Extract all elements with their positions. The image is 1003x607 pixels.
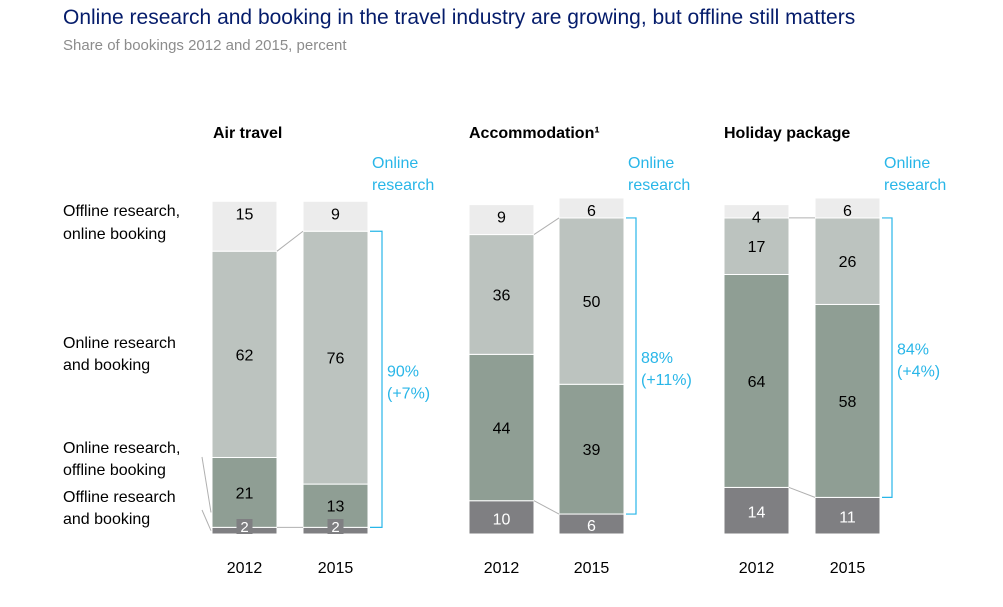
connector-line xyxy=(533,500,560,515)
online-research-bracket xyxy=(882,217,893,499)
bar-segment-offline-research-online-booking xyxy=(302,200,369,232)
category-label: Offline research, xyxy=(63,203,180,220)
data-label: 44 xyxy=(493,421,511,438)
category-label: Online research, xyxy=(63,440,180,457)
data-label: 14 xyxy=(748,505,766,522)
bar-segment-offline-research-online-booking xyxy=(723,204,790,219)
category-label: Offline research xyxy=(63,489,176,506)
bracket-header: Online xyxy=(884,155,930,172)
data-label: 13 xyxy=(327,499,345,516)
category-label: and booking xyxy=(63,357,150,374)
bracket-value: 88% xyxy=(641,350,673,367)
bar-segment-online-research-offline-booking xyxy=(723,273,790,488)
bracket-value-change: (+7%) xyxy=(387,385,430,402)
bar-segment-online-research-offline-booking xyxy=(468,353,535,502)
bar-segment-online-research-and-booking xyxy=(723,217,790,275)
data-label: 6 xyxy=(587,203,596,220)
data-label: 6 xyxy=(843,203,852,220)
data-label: 26 xyxy=(839,254,857,271)
bracket-value: 84% xyxy=(897,342,929,359)
panel-title: Accommodation¹ xyxy=(469,125,600,142)
chart-subtitle: Share of bookings 2012 and 2015, percent xyxy=(63,37,347,54)
connector-line xyxy=(276,230,304,252)
bar-segment-online-research-and-booking xyxy=(558,217,625,385)
bar-segment-online-research-and-booking xyxy=(211,250,278,458)
connector-line xyxy=(788,486,816,498)
bar-segment-online-research-offline-booking xyxy=(211,456,278,528)
data-label: 36 xyxy=(493,287,511,304)
year-label: 2012 xyxy=(484,560,520,577)
data-label-box xyxy=(327,519,344,534)
category-label: and booking xyxy=(63,511,150,528)
year-label: 2015 xyxy=(830,560,866,577)
bar-segment-online-research-offline-booking xyxy=(814,303,881,498)
bracket-value-change: (+11%) xyxy=(641,372,692,389)
data-label: 62 xyxy=(236,347,254,364)
data-label: 2 xyxy=(331,519,339,536)
bar-segment-online-research-offline-booking xyxy=(558,383,625,515)
bar-segment-online-research-and-booking xyxy=(302,230,369,485)
bracket-header: research xyxy=(884,177,946,194)
bracket-header: Online xyxy=(372,155,418,172)
category-leader-line xyxy=(201,509,212,531)
data-label: 50 xyxy=(583,294,601,311)
data-label: 39 xyxy=(583,442,601,459)
online-research-bracket xyxy=(626,217,637,515)
data-label: 64 xyxy=(748,374,766,391)
bar-segment-offline-research-and-booking xyxy=(723,486,790,535)
data-label: 15 xyxy=(236,206,254,223)
category-label: online booking xyxy=(63,226,166,243)
data-label: 58 xyxy=(839,394,857,411)
year-label: 2015 xyxy=(574,560,610,577)
bar-segment-offline-research-online-booking xyxy=(814,197,881,219)
category-leader-line xyxy=(201,456,212,513)
category-label: Online research xyxy=(63,335,176,352)
online-research-bracket xyxy=(370,230,383,528)
year-label: 2015 xyxy=(318,560,354,577)
bar-segment-online-research-and-booking xyxy=(814,217,881,305)
data-label: 10 xyxy=(493,511,511,528)
bar-segment-online-research-and-booking xyxy=(468,234,535,355)
connector-line xyxy=(533,217,560,235)
data-label: 11 xyxy=(839,510,856,527)
data-label: 2 xyxy=(240,519,248,536)
data-label-box xyxy=(236,519,253,534)
bar-segment-offline-research-online-booking xyxy=(468,204,535,236)
bracket-header: research xyxy=(628,177,690,194)
data-label: 76 xyxy=(327,351,345,368)
year-label: 2012 xyxy=(739,560,775,577)
bracket-header: Online xyxy=(628,155,674,172)
data-label: 21 xyxy=(236,485,254,502)
bar-segment-offline-research-online-booking xyxy=(558,197,625,219)
panel-title: Holiday package xyxy=(724,125,850,142)
data-label: 6 xyxy=(587,518,596,535)
chart-title: Online research and booking in the trave… xyxy=(63,6,856,29)
data-label: 9 xyxy=(331,206,340,223)
bracket-value: 90% xyxy=(387,363,419,380)
year-label: 2012 xyxy=(227,560,263,577)
category-label: offline booking xyxy=(63,462,166,479)
data-label: 4 xyxy=(752,210,761,227)
data-label: 17 xyxy=(748,239,766,256)
bracket-value-change: (+4%) xyxy=(897,364,940,381)
panel-title: Air travel xyxy=(213,125,282,142)
bar-segment-offline-research-online-booking xyxy=(211,200,278,252)
bracket-header: research xyxy=(372,177,434,194)
data-label: 9 xyxy=(497,210,506,227)
